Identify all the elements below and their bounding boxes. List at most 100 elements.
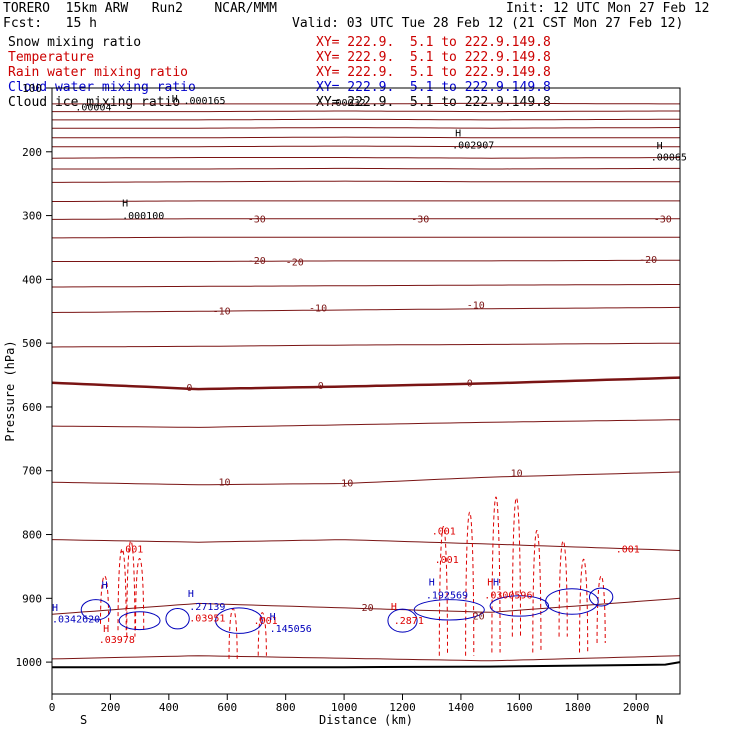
contour-label-32: H xyxy=(391,602,397,613)
header: TORERO 15km ARW Run2 NCAR/MMM Init: 12 U… xyxy=(0,0,740,110)
contour-label-30: H xyxy=(270,612,276,623)
contour-label-15: 20 xyxy=(362,603,374,614)
contour-label-47: .000100 xyxy=(122,211,164,222)
x-tick-label-600: 600 xyxy=(217,701,237,714)
x-tick-label-200: 200 xyxy=(100,701,120,714)
isotherm-8 xyxy=(52,180,680,183)
cloud-blob-5 xyxy=(413,599,485,621)
contour-label-4: -20 xyxy=(286,257,304,268)
contour-label-12: 10 xyxy=(218,477,230,488)
field-xy-snow: XY= 222.9. 5.1 to 222.9.149.8 xyxy=(316,35,551,50)
contour-label-2: -30 xyxy=(654,215,672,226)
y-tick-label-1000: 1000 xyxy=(16,656,43,669)
temperature-isotherms xyxy=(51,102,681,662)
isotherm-4 xyxy=(52,136,680,139)
contour-label-40: .000165 xyxy=(183,96,225,107)
isotherm-9 xyxy=(52,200,680,202)
contour-label-24: H xyxy=(188,589,194,600)
cloud-blob-6 xyxy=(489,595,550,617)
x-tick-label-1400: 1400 xyxy=(448,701,475,714)
isotherm-15 xyxy=(51,342,680,348)
field-xy-cloud-ice: XY= 222.9. 5.1 to 222.9.149.8 xyxy=(316,95,551,110)
isotherm-13 xyxy=(52,284,680,288)
contour-label-18: .001 xyxy=(432,527,456,538)
contour-label-6: -10 xyxy=(213,306,231,317)
isotherm-19 xyxy=(51,539,681,551)
terrain-line xyxy=(52,661,681,669)
y-tick-label-500: 500 xyxy=(22,337,42,350)
y-tick-label-700: 700 xyxy=(22,465,42,478)
rain-cell-0 xyxy=(117,548,127,631)
rain-cell-8 xyxy=(491,496,501,653)
cloud-blob-0 xyxy=(80,599,111,621)
x-tick-label-800: 800 xyxy=(276,701,296,714)
x-tick-label-1000: 1000 xyxy=(331,701,358,714)
contour-label-23: .03951 xyxy=(189,613,225,624)
contour-label-37: H xyxy=(493,578,499,589)
contour-label-34: H xyxy=(429,578,435,589)
rain-cell-2 xyxy=(135,558,145,631)
rain-contours xyxy=(99,496,606,659)
cloud-blob-4 xyxy=(387,608,418,633)
y-axis-label: Pressure (hPa) xyxy=(3,340,17,441)
rain-cell-11 xyxy=(558,540,568,637)
contour-label-33: .2871 xyxy=(394,616,424,627)
y-tick-label-600: 600 xyxy=(22,401,42,414)
isotherm-18 xyxy=(51,471,681,486)
field-name-temperature: Temperature xyxy=(8,50,95,65)
contour-label-39: H xyxy=(172,94,178,105)
contour-label-38: .0300596 xyxy=(484,590,532,601)
valid-time: Valid: 03 UTC Tue 28 Feb 12 (21 CST Mon … xyxy=(292,16,684,31)
field-xy-temperature: XY= 222.9. 5.1 to 222.9.149.8 xyxy=(316,50,551,65)
contour-label-41: .00004 xyxy=(75,102,111,113)
cloud-blob-3 xyxy=(215,607,263,634)
rain-cell-5 xyxy=(257,612,267,656)
y-tick-label-100: 100 xyxy=(22,82,42,95)
rain-cell-12 xyxy=(579,559,589,653)
contour-label-25: .0342620 xyxy=(52,615,100,626)
x-tick-label-1200: 1200 xyxy=(389,701,416,714)
cloud-blob-1 xyxy=(118,611,161,631)
init-time: Init: 12 UTC Mon 27 Feb 12 xyxy=(506,1,710,16)
isotherm-6 xyxy=(51,157,681,159)
x-tick-label-2000: 2000 xyxy=(623,701,650,714)
contour-label-14: 10 xyxy=(511,468,523,479)
isotherm-5 xyxy=(52,145,680,148)
contour-label-20: .001 xyxy=(616,544,640,555)
cloud-water-contours xyxy=(80,587,614,634)
contour-label-21: H xyxy=(102,581,108,592)
contour-label-35: .192569 xyxy=(426,590,468,601)
isotherm-11 xyxy=(52,236,680,239)
contour-label-28: .03978 xyxy=(99,635,135,646)
rain-cell-13 xyxy=(596,575,606,643)
rain-cell-6 xyxy=(438,526,448,656)
isotherm-14 xyxy=(51,306,681,313)
isotherm-0 xyxy=(52,102,680,105)
isotherm-16 xyxy=(51,376,681,391)
contour-label-0: -30 xyxy=(248,215,266,226)
contour-label-31: .145056 xyxy=(270,624,312,635)
contour-labels: -30 -30 -30 -20 -20 -20 -10 -10 -10 0 0 0 10 10 10 20 20… xyxy=(52,94,687,646)
contour-label-5: -20 xyxy=(639,255,657,266)
isotherm-1 xyxy=(52,110,680,113)
cloud-blob-8 xyxy=(588,587,614,607)
contour-label-45: .00065 xyxy=(651,153,687,164)
contour-label-11: 0 xyxy=(467,379,473,390)
terrain-path xyxy=(52,661,681,669)
cloud-blob-7 xyxy=(545,588,599,615)
x-tick-label-1800: 1800 xyxy=(565,701,592,714)
contour-label-36: H xyxy=(487,578,493,589)
field-name-cloud-ice: Cloud ice mixing ratio xyxy=(8,95,181,110)
north-end-label: N xyxy=(656,713,663,727)
isotherm-21 xyxy=(51,655,681,662)
contour-label-44: H xyxy=(657,141,663,152)
contour-label-8: -10 xyxy=(467,301,485,312)
isotherm-12 xyxy=(52,259,681,262)
rain-cell-9 xyxy=(511,497,522,637)
x-tick-label-0: 0 xyxy=(49,701,56,714)
contour-label-3: -20 xyxy=(248,256,266,267)
plot-frame xyxy=(51,87,681,695)
y-tick-label-800: 800 xyxy=(22,529,42,542)
field-name-snow: Snow mixing ratio xyxy=(8,35,142,50)
contour-label-22: .27139 xyxy=(189,602,225,613)
